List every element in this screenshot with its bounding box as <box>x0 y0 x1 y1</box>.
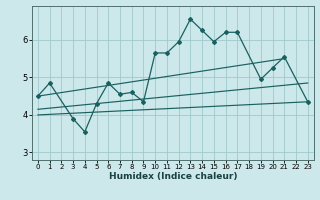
X-axis label: Humidex (Indice chaleur): Humidex (Indice chaleur) <box>108 172 237 181</box>
